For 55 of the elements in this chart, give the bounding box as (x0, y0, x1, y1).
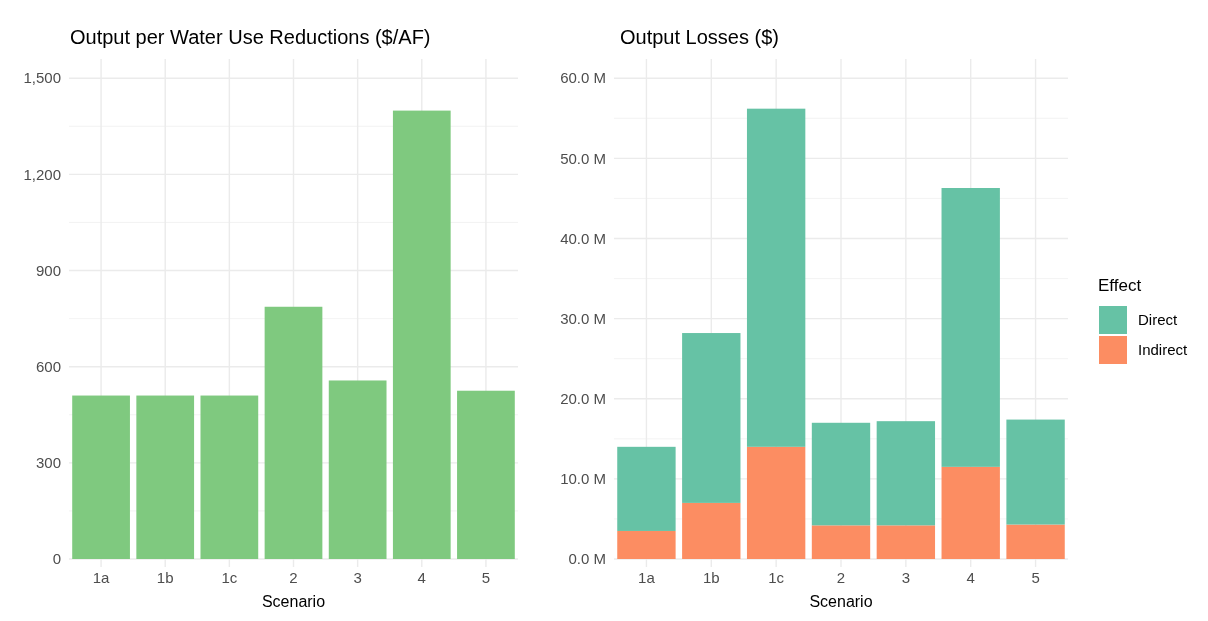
bar (746, 108, 806, 447)
bar (682, 502, 741, 559)
y-tick-label: 40.0 M (560, 229, 606, 247)
y-tick-label: 30.0 M (560, 309, 606, 327)
legend-label: Indirect (1138, 341, 1189, 359)
y-tick-label: 300 (35, 454, 61, 472)
y-tick-label: 60.0 M (560, 69, 606, 87)
legend-title: Effect (1098, 276, 1142, 295)
y-tick-label: 10.0 M (560, 470, 606, 488)
x-tick-label: 1c (221, 569, 238, 586)
bar (876, 421, 936, 526)
bar (328, 380, 387, 559)
bar (617, 530, 676, 559)
x-tick-label: 1a (638, 569, 656, 586)
y-tick-label: 1,500 (23, 69, 61, 87)
y-tick-label: 0 (52, 550, 61, 568)
x-tick-label: 4 (417, 569, 426, 586)
bar (617, 446, 676, 531)
bar (136, 395, 195, 559)
y-tick-label: 1,200 (23, 165, 61, 183)
x-tick-label: 5 (481, 569, 491, 586)
bar (72, 395, 130, 559)
x-tick-label: 2 (836, 569, 846, 586)
y-tick-label: 50.0 M (560, 149, 606, 167)
x-axis-title: Scenario (809, 593, 873, 610)
chart-title: Output Losses ($) (620, 26, 779, 48)
bar (392, 110, 451, 559)
chart-title: Output per Water Use Reductions ($/AF) (70, 26, 431, 48)
x-tick-label: 3 (353, 569, 362, 586)
y-tick-label: 20.0 M (560, 389, 606, 407)
bar (811, 525, 871, 559)
x-tick-label: 4 (966, 569, 975, 586)
bar (746, 446, 806, 559)
x-tick-label: 1b (156, 569, 174, 586)
y-tick-label: 0.0 M (568, 550, 606, 568)
y-tick-label: 900 (35, 261, 61, 279)
bar (811, 422, 871, 526)
bar (941, 466, 1000, 559)
x-tick-label: 5 (1031, 569, 1040, 586)
legend-label: Direct (1138, 311, 1178, 329)
bar (1006, 419, 1065, 525)
x-axis-title: Scenario (261, 593, 326, 610)
bar (682, 333, 741, 503)
x-tick-label: 1a (92, 569, 111, 586)
x-tick-label: 2 (289, 569, 298, 586)
bar (264, 306, 323, 559)
bar (941, 188, 1000, 467)
y-tick-label: 600 (35, 357, 61, 375)
bar (457, 390, 515, 559)
bar (876, 525, 936, 559)
bar (1006, 524, 1065, 559)
bar (200, 395, 259, 559)
x-tick-label: 1b (702, 569, 720, 586)
x-tick-label: 3 (901, 569, 911, 586)
x-tick-label: 1c (768, 569, 785, 586)
